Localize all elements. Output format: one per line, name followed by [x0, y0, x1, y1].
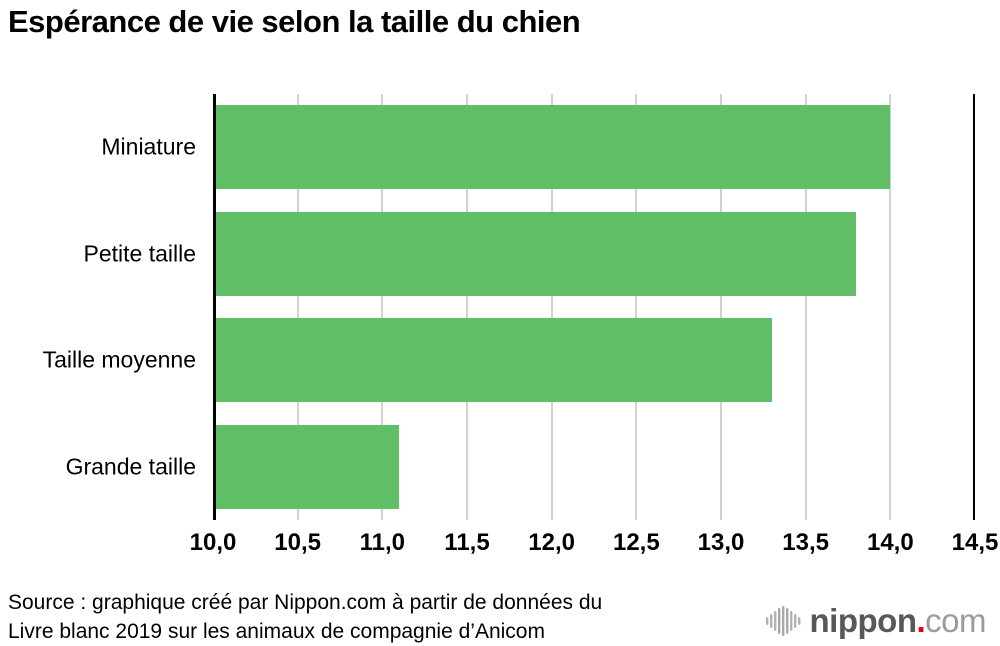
gridline: [296, 94, 299, 520]
x-tick-label: 13,0: [697, 529, 745, 556]
gridline: [889, 94, 892, 520]
gridline: [381, 94, 384, 520]
x-tick-label: 10,0: [189, 529, 237, 556]
x-tick-label: 12,5: [612, 529, 660, 556]
source-line-2: Livre blanc 2019 sur les animaux de comp…: [8, 620, 545, 643]
gridline: [804, 94, 807, 520]
category-label: Miniature: [101, 133, 196, 160]
bar-miniature: [213, 105, 891, 190]
source-line-1: Source : graphique créé par Nippon.com à…: [8, 591, 603, 614]
category-label: Petite taille: [83, 240, 196, 267]
x-tick-label: 11,5: [444, 529, 490, 556]
y-axis-line: [213, 94, 216, 520]
x-tick-label: 12,0: [528, 529, 576, 556]
logo-name: nippon: [809, 602, 917, 639]
x-tick-label: 14,0: [866, 529, 914, 556]
x-axis-ticks: 10,0 10,5 11,0 11,5 12,0 12,5 13,0 13,5 14,0 14,5: [190, 527, 999, 567]
waveform-icon: [765, 606, 800, 636]
category-labels: Miniature Petite taille Taille moyenne Gran…: [0, 94, 204, 520]
logo-dot: .: [916, 602, 926, 639]
source-text: Source : graphique créé par Nippon.com à…: [8, 588, 602, 646]
x-tick-label: 10,5: [274, 529, 322, 556]
bar-grande-taille: [213, 424, 400, 509]
plot-area: [213, 94, 975, 520]
bar-petite-taille: [213, 211, 857, 296]
gridline: [550, 94, 553, 520]
gridline: [466, 94, 468, 520]
chart-title: Espérance de vie selon la taille du chie…: [8, 4, 581, 39]
category-label: Taille moyenne: [42, 346, 196, 373]
gridline: [635, 94, 638, 520]
x-tick-label: 14,5: [951, 529, 999, 556]
x-tick-label: 11,0: [359, 529, 406, 556]
gridline: [720, 94, 722, 520]
category-label: Grande taille: [65, 453, 196, 480]
logo-tld: com: [925, 602, 986, 639]
right-axis-line: [972, 94, 975, 520]
x-tick-label: 13,5: [782, 529, 830, 556]
nippon-logo: nippon.com: [764, 598, 986, 644]
nippon-logo-text: nippon.com: [809, 598, 987, 644]
bar-taille-moyenne: [213, 318, 772, 403]
